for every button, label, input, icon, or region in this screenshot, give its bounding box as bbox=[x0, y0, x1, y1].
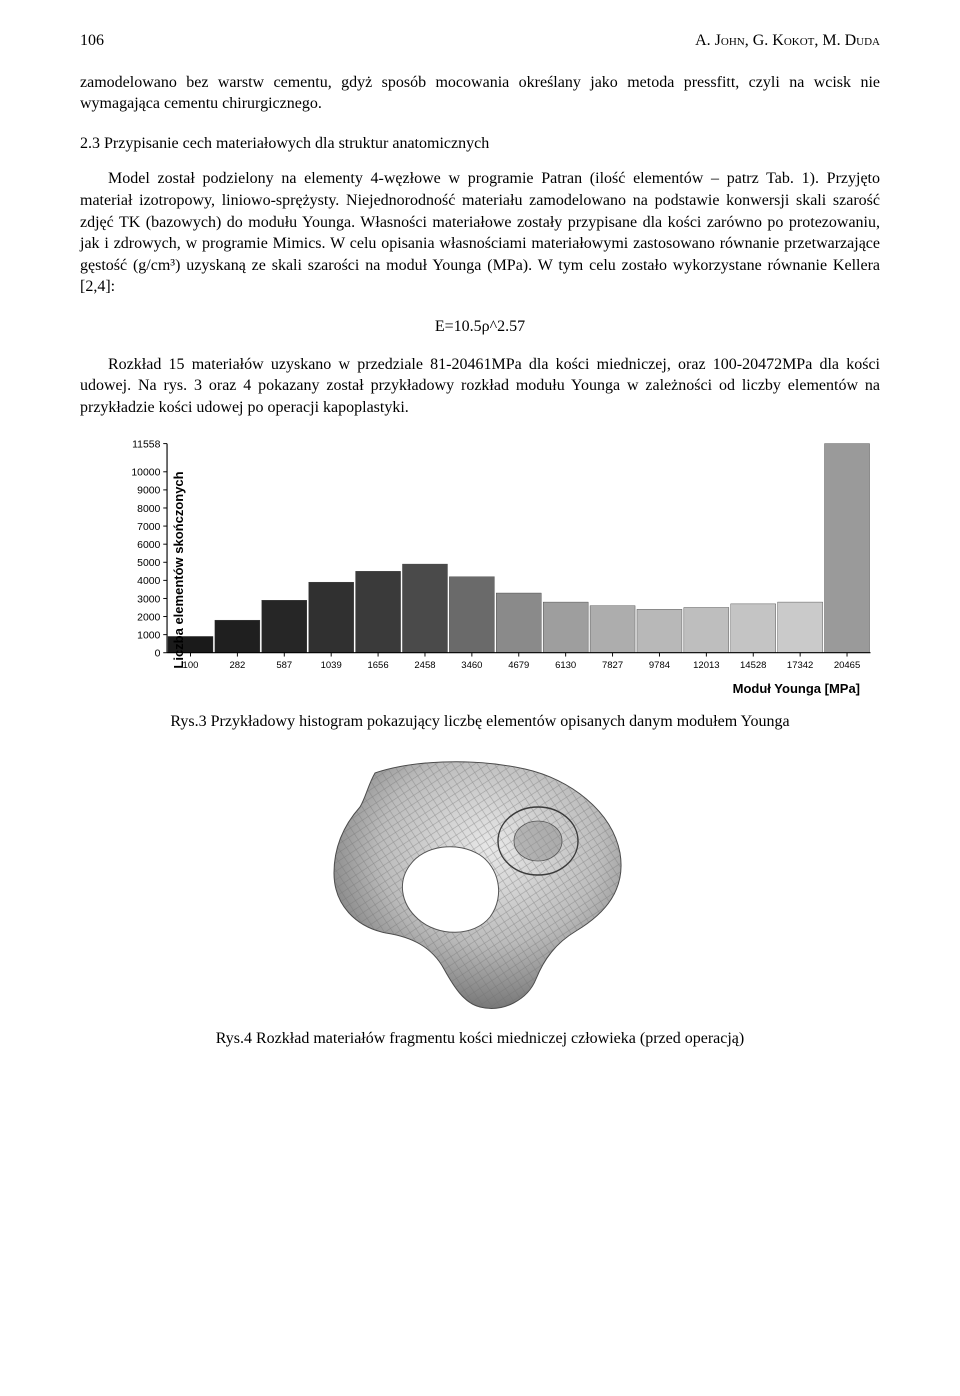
authors: A. John, G. Kokot, M. Duda bbox=[695, 30, 880, 52]
histogram-bar bbox=[215, 620, 260, 653]
histogram-bar bbox=[449, 577, 494, 653]
svg-text:14528: 14528 bbox=[740, 660, 766, 671]
histogram-bar bbox=[262, 601, 307, 653]
figure4-caption: Rys.4 Rozkład materiałów fragmentu kości… bbox=[80, 1028, 880, 1050]
histogram-bar bbox=[356, 572, 401, 653]
svg-text:1656: 1656 bbox=[368, 660, 389, 671]
intro-paragraph: zamodelowano bez warstw cementu, gdyż sp… bbox=[80, 72, 880, 115]
histogram-bar bbox=[402, 564, 447, 653]
histogram-ylabel: Liczba elementów skończonych bbox=[170, 471, 188, 668]
histogram-bar bbox=[309, 582, 354, 653]
histogram-ylabel-wrap: Liczba elementów skończonych bbox=[80, 436, 110, 703]
section-heading: 2.3 Przypisanie cech materiałowych dla s… bbox=[80, 133, 880, 155]
svg-text:1039: 1039 bbox=[321, 660, 342, 671]
svg-text:6000: 6000 bbox=[137, 540, 160, 551]
svg-text:8000: 8000 bbox=[137, 504, 160, 515]
histogram-bar bbox=[731, 604, 776, 653]
svg-text:5000: 5000 bbox=[137, 558, 160, 569]
histogram-bar bbox=[590, 606, 635, 653]
svg-text:9000: 9000 bbox=[137, 486, 160, 497]
histogram-bar bbox=[543, 602, 588, 653]
histogram-xlabel: Moduł Younga [MPa] bbox=[110, 680, 860, 698]
svg-text:1000: 1000 bbox=[137, 631, 160, 642]
histogram-bar bbox=[684, 608, 729, 653]
bone-svg bbox=[320, 755, 640, 1015]
svg-text:3000: 3000 bbox=[137, 595, 160, 606]
svg-text:10000: 10000 bbox=[131, 468, 160, 479]
bone-figure bbox=[80, 755, 880, 1022]
section-number: 2.3 bbox=[80, 135, 100, 152]
svg-text:587: 587 bbox=[276, 660, 292, 671]
svg-text:2458: 2458 bbox=[414, 660, 435, 671]
body-paragraph-1: Model został podzielony na elementy 4-wę… bbox=[80, 168, 880, 298]
svg-text:2000: 2000 bbox=[137, 613, 160, 624]
page-header: 106 A. John, G. Kokot, M. Duda bbox=[80, 30, 880, 52]
body-paragraph-2: Rozkład 15 materiałów uzyskano w przedzi… bbox=[80, 354, 880, 419]
histogram-bar bbox=[778, 602, 823, 653]
bone-acetabulum-inner bbox=[514, 821, 562, 861]
svg-text:20465: 20465 bbox=[834, 660, 860, 671]
svg-text:7827: 7827 bbox=[602, 660, 623, 671]
svg-text:4000: 4000 bbox=[137, 576, 160, 587]
histogram-bar bbox=[637, 610, 682, 653]
svg-text:282: 282 bbox=[229, 660, 245, 671]
histogram-bar bbox=[496, 593, 541, 653]
svg-text:4679: 4679 bbox=[508, 660, 529, 671]
equation: E=10.5ρ^2.57 bbox=[80, 316, 880, 338]
svg-text:17342: 17342 bbox=[787, 660, 813, 671]
svg-text:6130: 6130 bbox=[555, 660, 576, 671]
histogram-bar bbox=[825, 444, 870, 653]
svg-text:9784: 9784 bbox=[649, 660, 670, 671]
histogram-figure: Liczba elementów skończonych 0 1000 2000 30… bbox=[80, 436, 880, 703]
histogram-svg: 0 1000 2000 3000 4000 5000 6000 7000 8000 9000 100… bbox=[110, 436, 880, 677]
svg-text:0: 0 bbox=[155, 649, 161, 660]
svg-text:3460: 3460 bbox=[461, 660, 482, 671]
svg-text:12013: 12013 bbox=[693, 660, 719, 671]
svg-text:7000: 7000 bbox=[137, 522, 160, 533]
histogram-inner: 0 1000 2000 3000 4000 5000 6000 7000 8000 9000 100… bbox=[110, 436, 880, 703]
section-title-text: Przypisanie cech materiałowych dla struk… bbox=[104, 135, 489, 152]
figure3-caption: Rys.3 Przykładowy histogram pokazujący l… bbox=[80, 711, 880, 733]
page-number: 106 bbox=[80, 30, 104, 52]
svg-text:11558: 11558 bbox=[132, 440, 160, 451]
